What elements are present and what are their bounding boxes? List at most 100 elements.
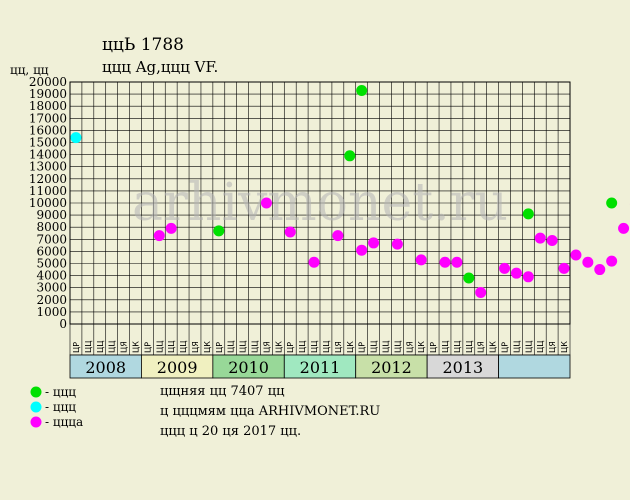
legend-label: - ццц	[45, 400, 76, 414]
month-tick-label: ЦЦ	[441, 341, 450, 353]
data-point	[332, 230, 344, 242]
y-tick-label: 10000	[29, 196, 67, 210]
y-tick-label: 9000	[36, 208, 67, 222]
month-tick-label: ЦЯ	[191, 341, 200, 353]
month-tick-label: ЦК	[274, 341, 283, 353]
y-axis-unit-label: цц, цц	[10, 63, 49, 77]
y-tick-label: 8000	[36, 220, 67, 234]
month-tick-label: ЦК	[489, 341, 498, 353]
y-tick-label: 17000	[29, 111, 67, 125]
month-tick-label: ЦЦ	[167, 341, 176, 353]
y-tick-label: 5000	[36, 257, 67, 271]
data-point	[618, 222, 630, 234]
legend-swatch	[30, 416, 42, 428]
y-tick-label: 14000	[29, 148, 67, 162]
data-point	[570, 249, 582, 261]
month-tick-label: ЦЦ	[179, 341, 188, 353]
plot-area: 0100020003000400050006000700080009000100…	[29, 75, 571, 379]
data-point	[510, 267, 522, 279]
footer-note-date: ццц ц 20 ця 2017 цц.	[160, 424, 301, 439]
y-tick-label: 4000	[36, 269, 67, 283]
y-tick-label: 7000	[36, 232, 67, 246]
data-point	[606, 197, 618, 209]
data-point	[356, 244, 368, 256]
y-tick-label: 2000	[36, 293, 67, 307]
month-tick-label: ЦЯ	[262, 341, 271, 353]
legend-label: - ццца	[45, 415, 83, 429]
data-point	[439, 256, 451, 268]
month-tick-label: ЦЦ	[239, 341, 248, 353]
legend-swatch	[30, 401, 42, 413]
year-tick-label: 2012	[371, 358, 412, 377]
year-tick-label: 2009	[157, 358, 198, 377]
data-point	[368, 237, 380, 249]
data-point	[534, 232, 546, 244]
month-tick-label: ЦК	[560, 341, 569, 353]
month-tick-label: ЦЦ	[251, 341, 260, 353]
month-tick-label: ЦЦ	[370, 341, 379, 353]
y-tick-label: 20000	[29, 75, 67, 89]
month-tick-label: ЦР	[143, 342, 152, 353]
data-point	[308, 256, 320, 268]
month-tick-label: ЦК	[417, 341, 426, 353]
y-tick-label: 12000	[29, 172, 67, 186]
year-band	[498, 354, 571, 379]
data-point	[284, 226, 296, 238]
data-point	[260, 197, 272, 209]
month-tick-label: ЦЯ	[548, 341, 557, 353]
data-point	[415, 254, 427, 266]
month-tick-label: ЦЦ	[453, 341, 462, 353]
month-tick-label: ЦЯ	[477, 341, 486, 353]
y-tick-label: 13000	[29, 160, 67, 174]
y-tick-label: 11000	[29, 184, 67, 198]
data-point	[594, 264, 606, 276]
chart-subtitle: ццц Ag,ццц VF.	[102, 58, 218, 76]
month-tick-label: ЦЦ	[84, 341, 93, 353]
month-tick-label: ЦЦ	[536, 341, 545, 353]
data-points	[70, 84, 630, 299]
month-tick-label: ЦЦ	[108, 341, 117, 353]
year-tick-label: 2010	[228, 358, 269, 377]
legend-swatch	[30, 386, 42, 398]
month-tick-label: ЦЯ	[405, 341, 414, 353]
month-tick-label: ЦР	[286, 342, 295, 353]
y-tick-label: 15000	[29, 136, 67, 150]
data-point	[463, 272, 475, 284]
month-tick-label: ЦК	[346, 341, 355, 353]
legend-label: - ццц	[45, 385, 76, 399]
data-point	[165, 222, 177, 234]
month-tick-label: ЦР	[215, 342, 224, 353]
month-tick-label: ЦЦ	[96, 341, 105, 353]
month-tick-label: ЦЦ	[322, 341, 331, 353]
month-tick-label: ЦЦ	[381, 341, 390, 353]
watermark: arhivmonet.ru	[132, 173, 508, 233]
month-tick-label: ЦР	[358, 342, 367, 353]
data-point	[522, 271, 534, 283]
month-tick-label: ЦЯ	[334, 341, 343, 353]
data-point	[582, 256, 594, 268]
month-tick-label: ЦК	[131, 341, 140, 353]
y-tick-label: 3000	[36, 281, 67, 295]
month-tick-label: ЦР	[429, 342, 438, 353]
year-tick-label: 2011	[300, 358, 341, 377]
year-tick-label: 2008	[85, 358, 126, 377]
chart-title: ццЬ 1788	[102, 35, 184, 55]
data-point	[356, 84, 368, 96]
data-point	[475, 287, 487, 299]
month-tick-label: ЦЦ	[524, 341, 533, 353]
month-tick-label: ЦЦ	[227, 341, 236, 353]
data-point	[546, 235, 558, 247]
y-tick-label: 0	[59, 317, 67, 331]
data-point	[213, 225, 225, 237]
data-point	[558, 262, 570, 274]
month-tick-label: ЦР	[501, 342, 510, 353]
y-tick-label: 1000	[36, 305, 67, 319]
footer-note-source: ц цццмям цца ARHIVMONET.RU	[160, 404, 380, 419]
y-tick-label: 16000	[29, 123, 67, 137]
month-tick-label: ЦЦ	[310, 341, 319, 353]
y-tick-label: 6000	[36, 244, 67, 258]
month-tick-label: ЦЦ	[512, 341, 521, 353]
data-point	[451, 256, 463, 268]
month-tick-label: ЦР	[72, 342, 81, 353]
